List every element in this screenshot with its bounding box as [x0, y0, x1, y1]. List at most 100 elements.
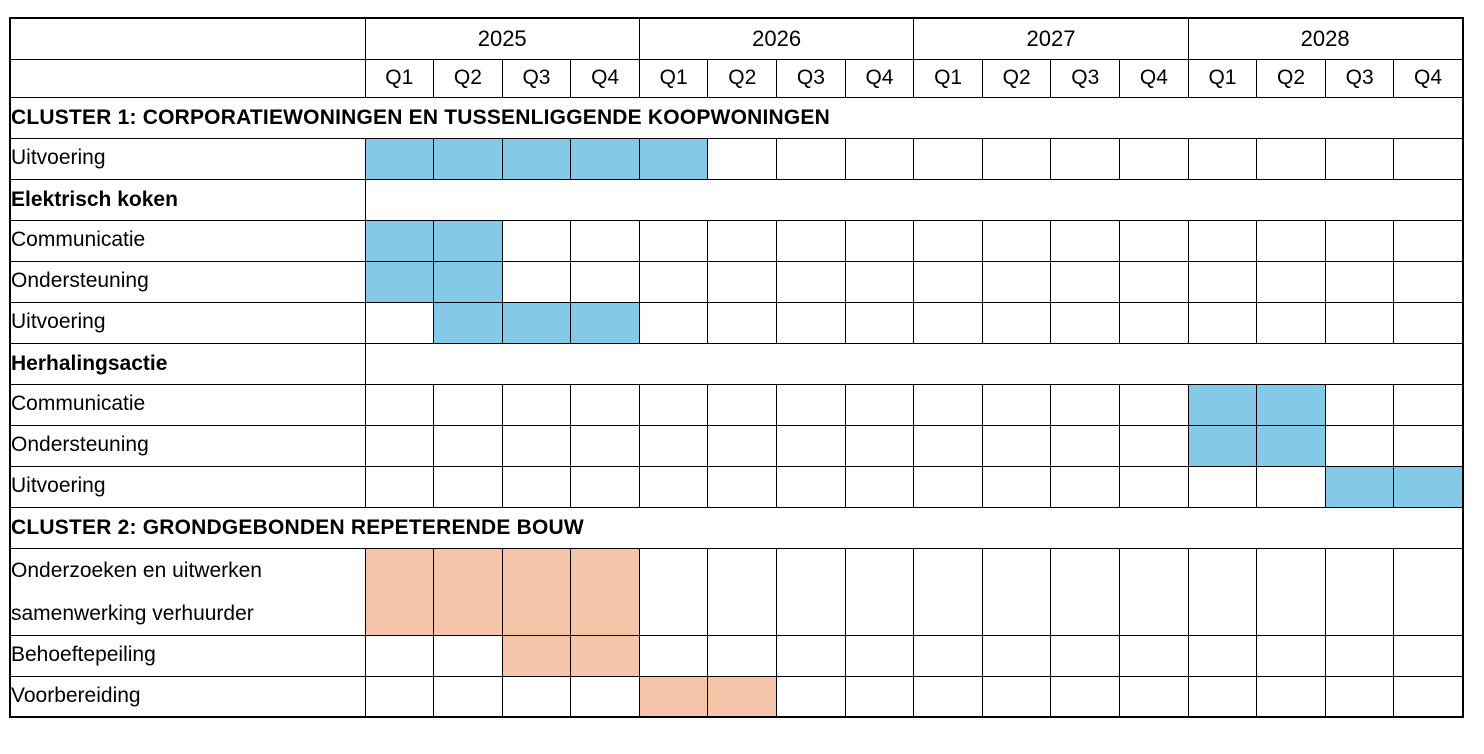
- section-title: CLUSTER 2: GRONDGEBONDEN REPETERENDE BOU…: [9, 506, 1464, 549]
- gantt-empty-cell: [981, 219, 1052, 262]
- gantt-empty-cell: [981, 547, 1052, 636]
- gantt-empty-cell: [1393, 634, 1464, 677]
- gantt-empty-cell: [707, 547, 778, 636]
- task-row: Uitvoering: [9, 465, 1464, 508]
- gantt-empty-cell: [1324, 219, 1395, 262]
- gantt-table: 2025 2026 2027 2028 Q1 Q2 Q3 Q4 Q1 Q2 Q3 Q4 Q1 Q2 Q3 Q4…: [9, 17, 1464, 719]
- task-label: Uitvoering: [9, 465, 366, 508]
- quarter-header-cell: Q1: [913, 58, 983, 98]
- gantt-empty-cell: [364, 634, 435, 677]
- gantt-empty-cell: [638, 301, 709, 344]
- gantt-empty-cell: [844, 675, 915, 718]
- gantt-empty-cell: [844, 301, 915, 344]
- gantt-empty-cell: [776, 424, 846, 467]
- gantt-bar-cell: [707, 675, 778, 718]
- task-label: Communicatie: [9, 383, 366, 426]
- gantt-bar-cell: [570, 634, 640, 677]
- section-row: CLUSTER 1: CORPORATIEWONINGEN EN TUSSENL…: [9, 96, 1464, 139]
- gantt-empty-cell: [1256, 301, 1326, 344]
- gantt-empty-cell: [501, 383, 572, 426]
- gantt-empty-cell: [433, 634, 503, 677]
- gantt-empty-cell: [1050, 383, 1121, 426]
- gantt-empty-cell: [638, 260, 709, 303]
- gantt-empty-cell: [707, 137, 778, 180]
- task-row: Uitvoering: [9, 301, 1464, 344]
- gantt-empty-cell: [981, 634, 1052, 677]
- gantt-empty-cell: [913, 260, 983, 303]
- gantt-empty-cell: [433, 424, 503, 467]
- gantt-empty-cell: [981, 465, 1052, 508]
- quarter-header-cell: Q1: [364, 58, 435, 98]
- task-row: Ondersteuning: [9, 424, 1464, 467]
- gantt-empty-cell: [1119, 465, 1189, 508]
- gantt-bar-cell: [1256, 383, 1326, 426]
- gantt-empty-cell: [707, 634, 778, 677]
- gantt-empty-cell: [844, 260, 915, 303]
- task-label-line: samenwerking verhuurder: [11, 601, 254, 625]
- gantt-empty-cell: [1393, 675, 1464, 718]
- gantt-bar-cell: [1187, 424, 1258, 467]
- gantt-empty-cell: [1119, 424, 1189, 467]
- gantt-empty-cell: [501, 219, 572, 262]
- subheader-row: Herhalingsactie: [9, 342, 1464, 385]
- subheader-empty-span: [364, 342, 1464, 385]
- gantt-empty-cell: [1324, 137, 1395, 180]
- gantt-empty-cell: [1393, 383, 1464, 426]
- task-row: Onderzoeken en uitwerken samenwerking ver…: [9, 547, 1464, 636]
- gantt-empty-cell: [1393, 547, 1464, 636]
- gantt-bar-cell: [433, 260, 503, 303]
- gantt-empty-cell: [570, 260, 640, 303]
- gantt-empty-cell: [913, 424, 983, 467]
- gantt-empty-cell: [433, 465, 503, 508]
- gantt-bar-cell: [364, 547, 435, 636]
- gantt-empty-cell: [1324, 301, 1395, 344]
- gantt-empty-cell: [981, 383, 1052, 426]
- gantt-empty-cell: [1187, 465, 1258, 508]
- gantt-empty-cell: [1393, 424, 1464, 467]
- task-row: Communicatie: [9, 219, 1464, 262]
- task-row: Voorbereiding: [9, 675, 1464, 718]
- gantt-empty-cell: [501, 424, 572, 467]
- gantt-empty-cell: [1119, 675, 1189, 718]
- gantt-empty-cell: [776, 465, 846, 508]
- gantt-empty-cell: [844, 547, 915, 636]
- gantt-body: 2025 2026 2027 2028 Q1 Q2 Q3 Q4 Q1 Q2 Q3 Q4 Q1 Q2 Q3 Q4…: [9, 17, 1464, 718]
- task-label: Ondersteuning: [9, 260, 366, 303]
- gantt-empty-cell: [844, 219, 915, 262]
- gantt-empty-cell: [1119, 137, 1189, 180]
- gantt-empty-cell: [1393, 137, 1464, 180]
- gantt-empty-cell: [364, 465, 435, 508]
- gantt-empty-cell: [1050, 465, 1121, 508]
- gantt-bar-cell: [364, 137, 435, 180]
- section-title: CLUSTER 1: CORPORATIEWONINGEN EN TUSSENL…: [9, 96, 1464, 139]
- gantt-empty-cell: [1119, 547, 1189, 636]
- task-row: Uitvoering: [9, 137, 1464, 180]
- task-label: Uitvoering: [9, 301, 366, 344]
- gantt-empty-cell: [844, 137, 915, 180]
- year-header-2025: 2025: [364, 17, 640, 60]
- quarter-header-cell: Q4: [1393, 58, 1464, 98]
- gantt-bar-cell: [638, 137, 709, 180]
- gantt-empty-cell: [501, 465, 572, 508]
- task-row: Communicatie: [9, 383, 1464, 426]
- gantt-empty-cell: [1256, 260, 1326, 303]
- gantt-empty-cell: [1119, 301, 1189, 344]
- gantt-empty-cell: [1050, 424, 1121, 467]
- gantt-empty-cell: [1393, 219, 1464, 262]
- gantt-bar-cell: [570, 137, 640, 180]
- gantt-empty-cell: [776, 675, 846, 718]
- task-label-line: Onderzoeken en uitwerken: [11, 558, 262, 582]
- section-row: CLUSTER 2: GRONDGEBONDEN REPETERENDE BOU…: [9, 506, 1464, 549]
- gantt-empty-cell: [981, 260, 1052, 303]
- gantt-empty-cell: [913, 675, 983, 718]
- corner-empty-cell: [9, 58, 366, 98]
- gantt-empty-cell: [981, 301, 1052, 344]
- gantt-empty-cell: [981, 137, 1052, 180]
- gantt-empty-cell: [364, 424, 435, 467]
- gantt-empty-cell: [913, 137, 983, 180]
- gantt-empty-cell: [1050, 634, 1121, 677]
- gantt-empty-cell: [1187, 301, 1258, 344]
- quarter-header-cell: Q3: [1050, 58, 1121, 98]
- gantt-empty-cell: [776, 301, 846, 344]
